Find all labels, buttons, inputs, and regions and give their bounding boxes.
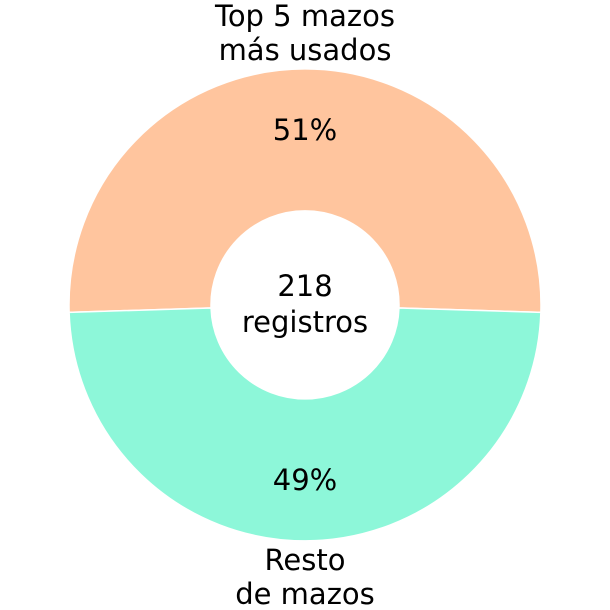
category-label-top-5-decks: Top 5 mazos más usados — [214, 0, 395, 67]
center-unit-label: registros — [242, 305, 368, 339]
percent-label-rest-of-decks: 49% — [273, 463, 337, 497]
donut-center: 218 registros — [242, 269, 368, 339]
percent-label-top-5-decks: 51% — [273, 113, 337, 147]
slice-labels: 51% Top 5 mazos más usados 49% Resto de mazos — [214, 0, 395, 610]
center-count: 218 — [277, 269, 332, 303]
slice-rest-of-decks — [68, 307, 542, 542]
category-label-rest-of-decks: Resto de mazos — [235, 543, 375, 610]
donut-slices — [68, 68, 542, 542]
slice-top-5-decks — [68, 68, 542, 314]
